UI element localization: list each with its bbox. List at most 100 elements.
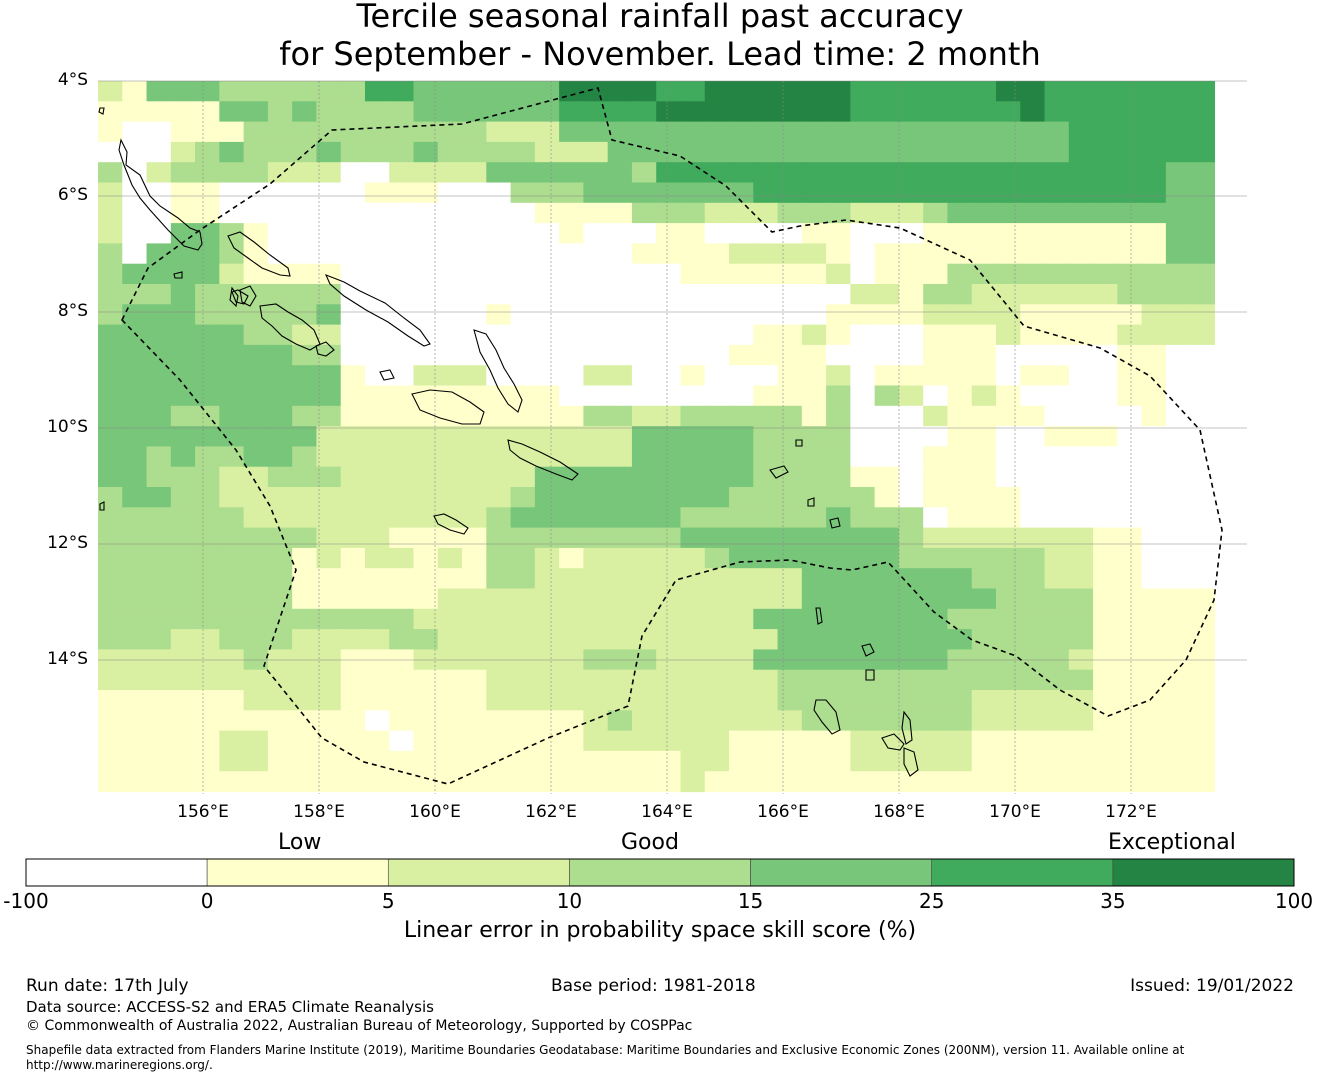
skill-cell xyxy=(1093,669,1118,691)
skill-cell xyxy=(680,101,706,123)
skill-cell xyxy=(1044,263,1070,285)
skill-cell xyxy=(631,121,657,143)
skill-cell xyxy=(1044,81,1070,102)
skill-cell xyxy=(874,223,900,244)
skill-cell xyxy=(559,162,584,184)
skill-cell xyxy=(1044,284,1070,305)
skill-cell xyxy=(292,304,318,326)
skill-cell xyxy=(1141,690,1167,711)
skill-cell xyxy=(801,568,827,590)
skill-cell xyxy=(389,568,415,590)
skill-cell xyxy=(1165,547,1191,569)
skill-cell xyxy=(1020,446,1046,468)
skill-cell xyxy=(243,223,269,244)
skill-cell xyxy=(777,365,803,387)
skill-cell xyxy=(680,568,706,590)
skill-cell xyxy=(510,324,536,346)
skill-cell xyxy=(146,507,172,529)
skill-cell xyxy=(413,101,439,123)
skill-cell xyxy=(389,243,415,265)
skill-cell xyxy=(219,365,245,387)
skill-cell xyxy=(243,101,269,123)
skill-cell xyxy=(607,507,633,529)
skill-cell xyxy=(316,223,342,244)
skill-cell xyxy=(704,629,730,650)
skill-cell xyxy=(995,568,1021,590)
skill-cell xyxy=(947,162,973,184)
skill-cell xyxy=(340,324,366,346)
skill-cell xyxy=(923,202,949,224)
skill-cell xyxy=(729,365,754,387)
skill-cell xyxy=(729,324,754,346)
skill-cell xyxy=(534,81,560,102)
skill-cell xyxy=(850,487,876,508)
skill-cell xyxy=(413,669,439,691)
skill-cell xyxy=(243,547,269,569)
colorbar-tick-label: 25 xyxy=(918,889,945,913)
skill-cell xyxy=(437,405,463,427)
skill-cell xyxy=(243,243,269,265)
skill-cell xyxy=(510,141,536,163)
skill-cell xyxy=(947,750,973,772)
skill-cell xyxy=(1117,81,1143,102)
skill-cell xyxy=(98,344,123,366)
skill-cell xyxy=(534,487,560,508)
skill-cell xyxy=(413,405,439,427)
skill-cell xyxy=(1068,162,1094,184)
skill-cell xyxy=(292,527,318,549)
island-rennell xyxy=(433,513,469,535)
skill-cell xyxy=(195,365,220,387)
skill-cell xyxy=(995,365,1021,387)
skill-cell xyxy=(437,263,463,285)
skill-cell xyxy=(874,710,900,732)
skill-cell xyxy=(146,547,172,569)
skill-cell xyxy=(874,568,900,590)
skill-cell xyxy=(1068,202,1094,224)
skill-cell xyxy=(923,527,949,549)
skill-cell xyxy=(704,385,730,407)
skill-cell xyxy=(1093,121,1118,143)
skill-cell xyxy=(389,669,415,691)
skill-cell xyxy=(195,121,220,143)
skill-cell xyxy=(559,710,584,732)
skill-cell xyxy=(680,405,706,427)
skill-cell xyxy=(1044,121,1070,143)
skill-cell xyxy=(389,487,415,508)
skill-cell xyxy=(462,243,487,265)
skill-cell xyxy=(292,568,318,590)
skill-cell xyxy=(826,527,851,549)
skill-cell xyxy=(98,588,123,610)
skill-cell xyxy=(801,202,827,224)
skill-cell xyxy=(559,121,584,143)
skill-cell xyxy=(486,446,512,468)
skill-cell xyxy=(971,304,997,326)
skill-cell xyxy=(292,81,318,102)
skill-cell xyxy=(413,750,439,772)
skill-cell xyxy=(607,182,633,204)
skill-cell xyxy=(243,263,269,285)
skill-cell xyxy=(437,487,463,508)
skill-cell xyxy=(316,710,342,732)
skill-cell xyxy=(583,466,609,488)
skill-cell xyxy=(98,162,123,184)
skill-cell xyxy=(364,527,390,549)
skill-cell xyxy=(340,507,366,529)
skill-cell xyxy=(170,710,196,732)
skill-cell xyxy=(898,365,924,387)
skill-cell xyxy=(170,284,196,305)
skill-cell xyxy=(874,81,900,102)
skill-cell xyxy=(243,487,269,508)
skill-cell xyxy=(1190,690,1216,711)
skill-cell xyxy=(98,710,123,732)
skill-cell xyxy=(826,405,851,427)
skill-cell xyxy=(146,608,172,630)
skill-cell xyxy=(1068,223,1094,244)
skill-cell xyxy=(777,669,803,691)
skill-cell xyxy=(219,263,245,285)
skill-cell xyxy=(98,141,123,163)
skill-cell xyxy=(534,446,560,468)
skill-cell xyxy=(267,629,293,650)
skill-cell xyxy=(874,121,900,143)
skill-cell xyxy=(656,771,682,793)
